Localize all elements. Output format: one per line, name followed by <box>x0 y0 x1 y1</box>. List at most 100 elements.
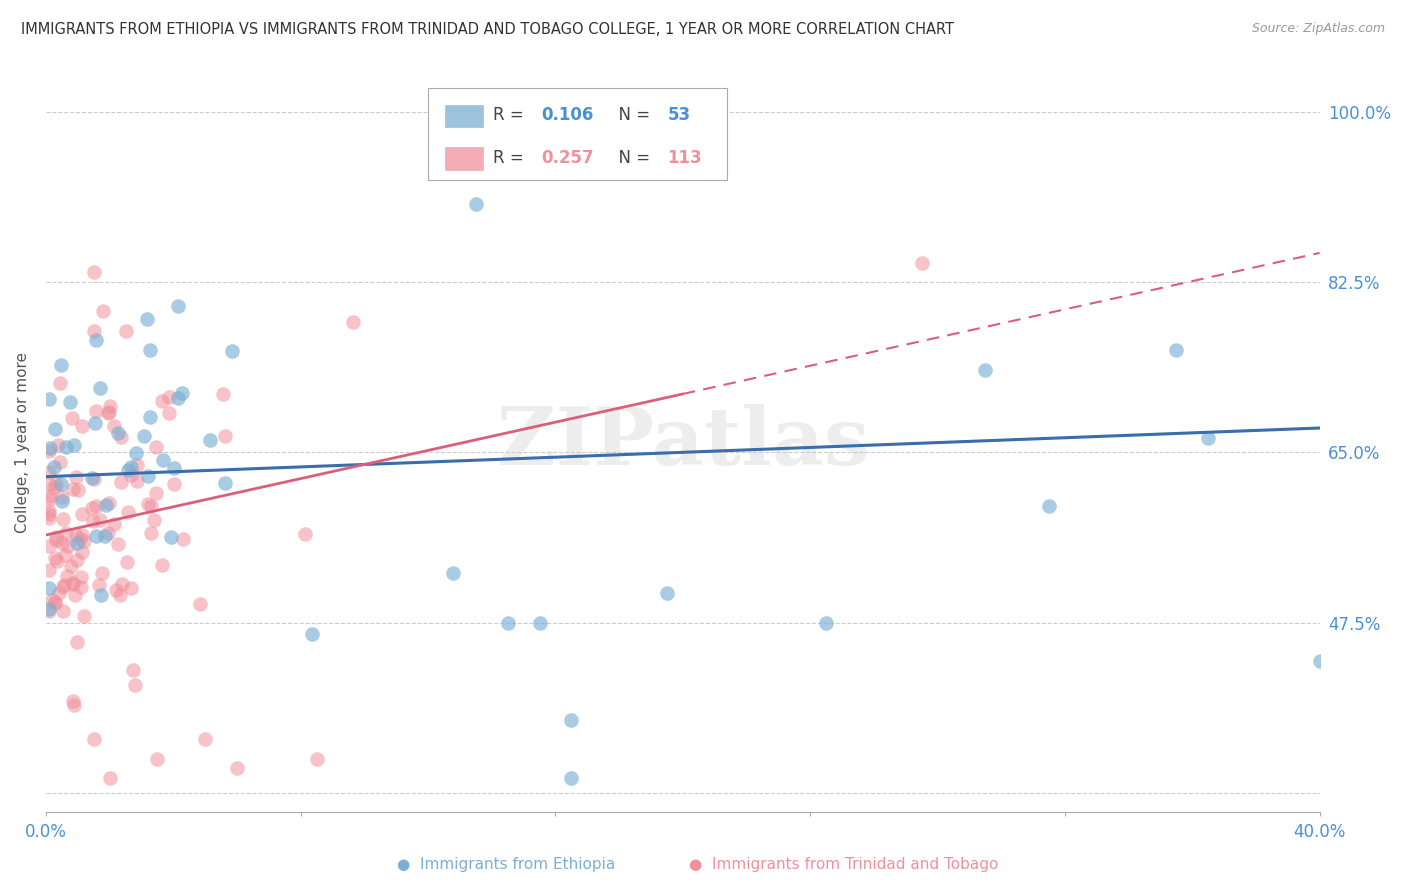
Point <box>214 429 236 443</box>
Point <box>62 576 84 591</box>
Point <box>138 497 160 511</box>
Point <box>97 525 120 540</box>
Point <box>39 492 62 507</box>
Point <box>91 566 114 581</box>
Point <box>134 429 156 443</box>
Point <box>974 362 997 376</box>
Point <box>90 588 112 602</box>
Point <box>159 530 181 544</box>
Point <box>441 566 464 580</box>
Text: Source: ZipAtlas.com: Source: ZipAtlas.com <box>1251 22 1385 36</box>
FancyBboxPatch shape <box>444 147 482 169</box>
Point <box>38 510 60 524</box>
Point <box>38 466 60 480</box>
Point <box>38 539 60 553</box>
Point <box>38 444 60 458</box>
Point <box>815 615 838 630</box>
Point <box>145 440 167 454</box>
Point <box>84 499 107 513</box>
Point <box>139 343 162 357</box>
Text: N =: N = <box>607 106 655 124</box>
Point <box>294 526 316 541</box>
Point <box>117 463 139 477</box>
Point <box>157 406 180 420</box>
Point <box>97 496 120 510</box>
Point <box>86 404 108 418</box>
Text: N =: N = <box>607 149 655 167</box>
Point <box>62 575 84 590</box>
Point <box>135 312 157 326</box>
Point <box>107 425 129 440</box>
Text: IMMIGRANTS FROM ETHIOPIA VS IMMIGRANTS FROM TRINIDAD AND TOBAGO COLLEGE, 1 YEAR : IMMIGRANTS FROM ETHIOPIA VS IMMIGRANTS F… <box>21 22 955 37</box>
Point <box>84 529 107 543</box>
Point <box>44 550 66 565</box>
Point <box>38 581 60 595</box>
Point <box>212 387 235 401</box>
Point <box>911 255 934 269</box>
Point <box>44 595 66 609</box>
Point <box>84 417 107 431</box>
Point <box>45 530 67 544</box>
Point <box>63 438 86 452</box>
Point <box>83 732 105 747</box>
Point <box>141 499 163 513</box>
Point <box>65 528 87 542</box>
Point <box>103 419 125 434</box>
Point <box>72 528 94 542</box>
Point <box>89 513 111 527</box>
Point <box>107 537 129 551</box>
Point <box>62 698 84 712</box>
Point <box>59 394 82 409</box>
Point <box>214 476 236 491</box>
Point <box>52 512 75 526</box>
Point <box>44 422 66 436</box>
Point <box>125 446 148 460</box>
Point <box>65 588 87 602</box>
Point <box>70 508 93 522</box>
Point <box>38 476 60 491</box>
Point <box>105 583 128 598</box>
Point <box>83 324 105 338</box>
Point <box>305 752 328 766</box>
Point <box>188 597 211 611</box>
Point <box>529 615 551 630</box>
Point <box>124 678 146 692</box>
Point <box>45 533 67 547</box>
Point <box>108 588 131 602</box>
Point <box>91 304 114 318</box>
Text: R =: R = <box>494 106 529 124</box>
Point <box>560 771 582 785</box>
Point <box>120 582 142 596</box>
Point <box>82 501 104 516</box>
Point <box>125 458 148 472</box>
Text: 113: 113 <box>668 149 702 167</box>
Point <box>138 469 160 483</box>
Point <box>226 761 249 775</box>
Point <box>172 532 194 546</box>
Point <box>655 586 678 600</box>
Point <box>49 376 72 391</box>
Point <box>51 494 73 508</box>
Point <box>38 507 60 521</box>
Point <box>42 460 65 475</box>
Point <box>45 476 67 491</box>
Point <box>70 580 93 594</box>
Point <box>94 529 117 543</box>
Point <box>49 358 72 372</box>
Text: 0.257: 0.257 <box>541 149 595 167</box>
Point <box>301 626 323 640</box>
Point <box>73 609 96 624</box>
Point <box>1309 655 1331 669</box>
Point <box>142 513 165 527</box>
Point <box>114 324 136 338</box>
Point <box>56 539 79 553</box>
Point <box>111 577 134 591</box>
Point <box>496 615 519 630</box>
Point <box>342 315 364 329</box>
Point <box>98 771 121 785</box>
Point <box>150 394 173 409</box>
Point <box>98 399 121 413</box>
Point <box>48 586 70 600</box>
Point <box>98 405 121 419</box>
Point <box>103 516 125 531</box>
